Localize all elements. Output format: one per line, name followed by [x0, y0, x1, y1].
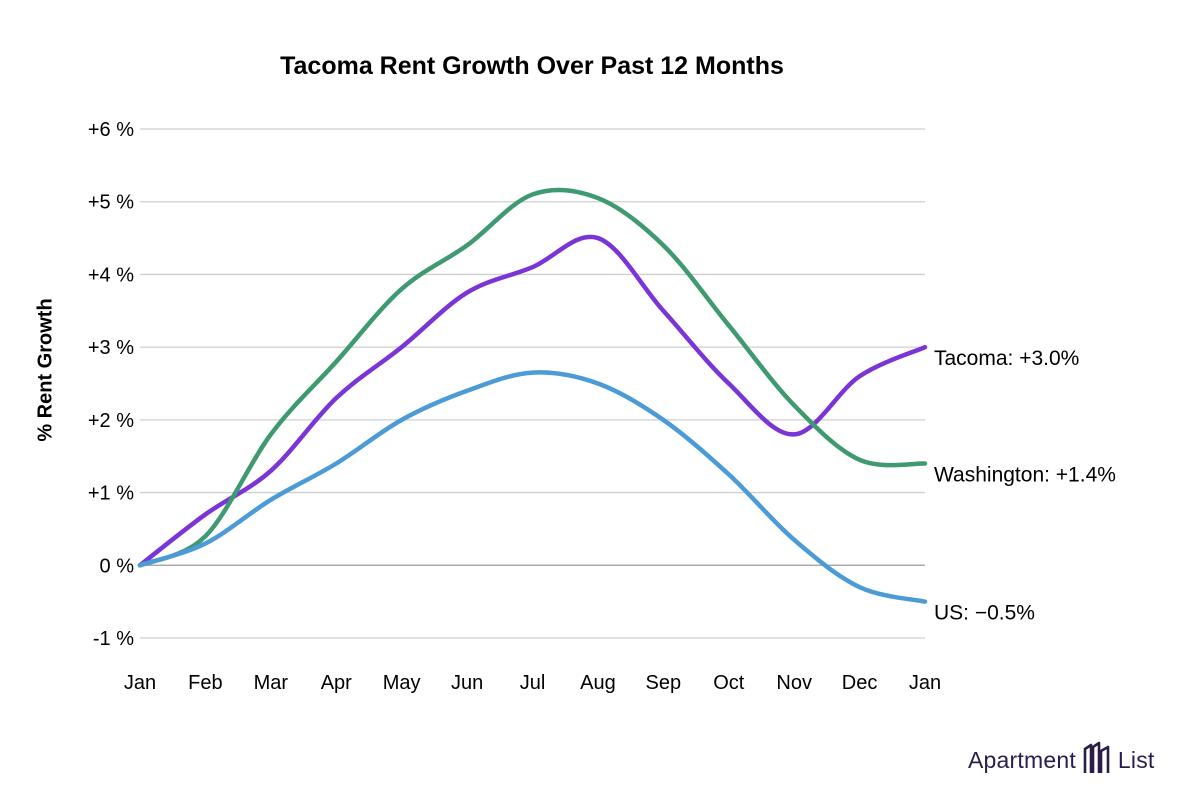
y-tick-label: +4 %: [88, 264, 134, 286]
y-tick-label: +3 %: [88, 337, 134, 359]
x-tick-label: Nov: [776, 672, 812, 694]
x-tick-label: Jun: [451, 672, 483, 694]
series-lines: [137, 187, 928, 604]
end-label-washington: Washington: +1.4%: [934, 463, 1116, 486]
apartment-list-logo-icon: [1082, 741, 1112, 780]
chart-title: Tacoma Rent Growth Over Past 12 Months: [280, 52, 784, 80]
x-tick-label: Jul: [520, 672, 546, 694]
series-line-tacoma: [137, 234, 928, 568]
brand-logo: Apartment List: [968, 741, 1155, 780]
series-line-washington: [137, 187, 928, 568]
gridlines: [140, 128, 925, 639]
x-tick-label: Oct: [713, 672, 745, 694]
x-tick-label: Jan: [124, 672, 156, 694]
x-tick-labels: Jan Feb Mar Apr May Jun Jul Aug Sep Oct Nov Dec Jan: [124, 672, 941, 694]
end-label-tacoma: Tacoma: +3.0%: [934, 347, 1079, 370]
brand-text-left: Apartment: [968, 746, 1076, 773]
x-tick-label: Sep: [646, 672, 682, 694]
brand-text-right: List: [1117, 746, 1155, 773]
y-tick-label: +1 %: [88, 483, 134, 505]
x-tick-label: Aug: [580, 672, 616, 694]
series-line-us: [137, 370, 928, 604]
y-tick-label: +6 %: [88, 119, 134, 141]
y-tick-label: +2 %: [88, 410, 134, 432]
x-tick-label: Apr: [321, 672, 352, 694]
x-tick-label: Mar: [254, 672, 289, 694]
y-tick-label: -1 %: [93, 628, 134, 650]
y-tick-label: +5 %: [88, 192, 134, 214]
x-tick-label: Dec: [842, 672, 878, 694]
x-tick-label: Jan: [909, 672, 941, 694]
x-tick-label: Feb: [188, 672, 222, 694]
x-tick-label: May: [383, 672, 421, 694]
end-label-us: US: −0.5%: [934, 602, 1035, 625]
y-tick-labels: +6 % +5 % +4 % +3 % +2 % +1 % 0 % -1 %: [88, 119, 134, 650]
y-tick-label: 0 %: [100, 555, 135, 577]
series-end-labels: Tacoma: +3.0% Washington: +1.4% US: −0.5%: [934, 347, 1116, 625]
